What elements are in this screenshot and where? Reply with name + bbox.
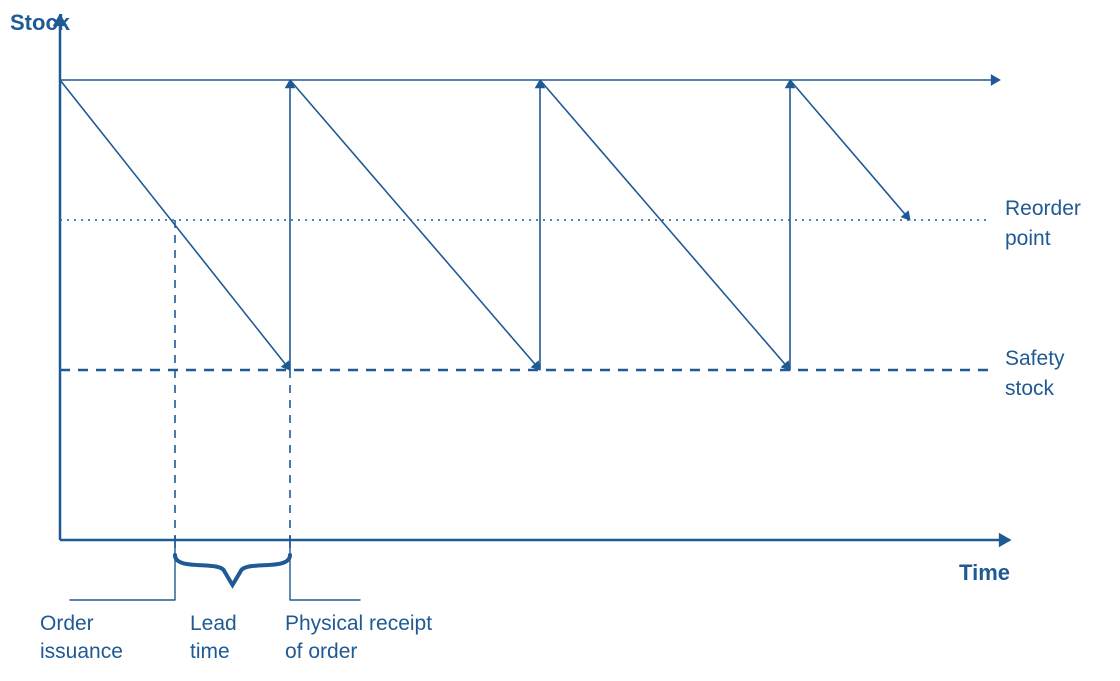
lead-time-brace [175,555,290,585]
physical-receipt-label-2: of order [285,640,357,663]
order-issuance-label-2: issuance [40,640,123,663]
consumption-line [290,80,535,364]
reorder-point-label-2: point [1005,227,1051,250]
x-axis-label: Time [959,560,1010,585]
physical-receipt-bracket [290,548,360,600]
safety-stock-label-2: stock [1005,377,1055,400]
lead-time-label: Lead [190,612,237,635]
safety-stock-label: Safety [1005,347,1065,370]
physical-receipt-label: Physical receipt [285,612,432,635]
order-issuance-label: Order [40,612,94,635]
order-issuance-bracket [70,548,175,600]
reorder-point-diagram: Stock Time Reorder point Safety stock Order iss… [0,0,1120,681]
reorder-point-label: Reorder [1005,197,1081,220]
consumption-line [540,80,785,364]
consumption-line [790,80,905,214]
y-axis-label: Stock [10,10,71,35]
lead-time-label-2: time [190,640,230,663]
consumption-line [60,80,285,364]
